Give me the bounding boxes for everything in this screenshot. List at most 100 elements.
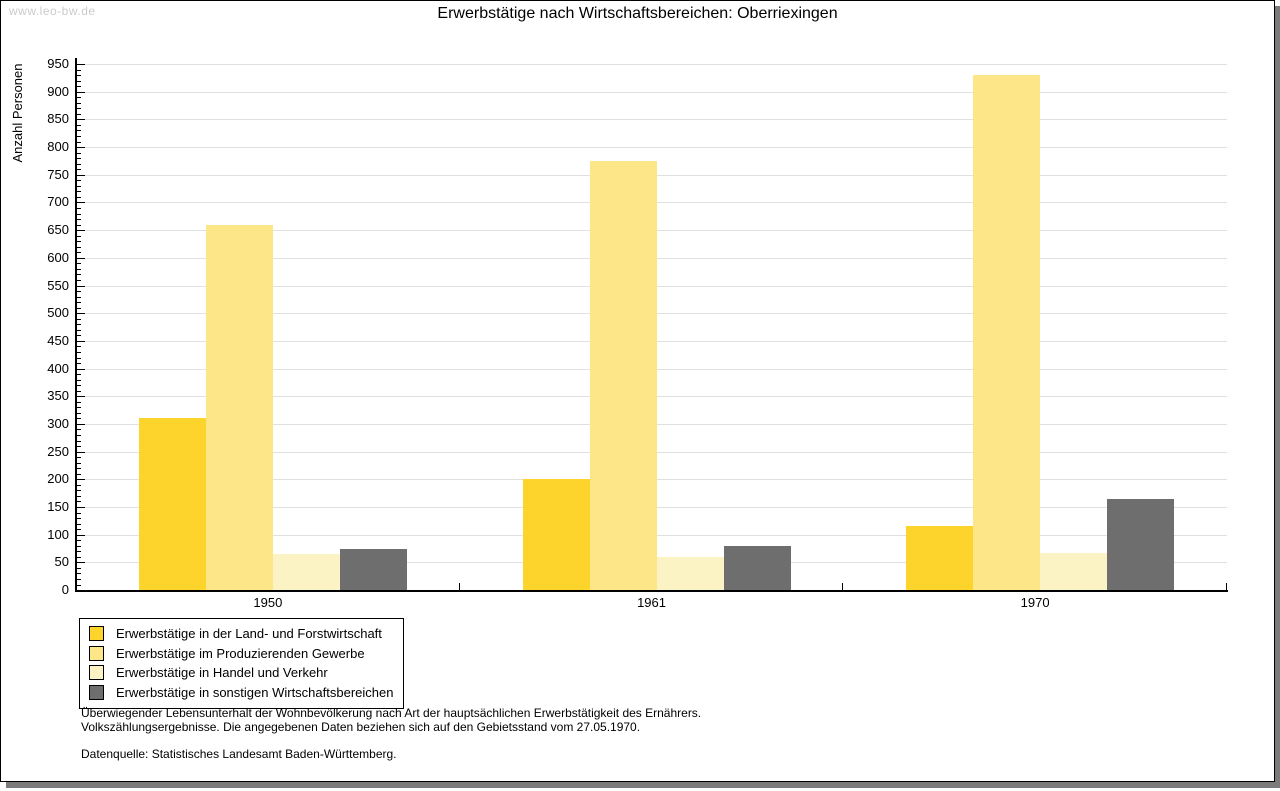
y-major-tick-900 — [77, 91, 85, 93]
y-major-tick-750 — [77, 174, 85, 176]
y-minor-tick — [77, 346, 81, 348]
y-minor-tick — [77, 412, 81, 414]
footnote-source: Datenquelle: Statistisches Landesamt Bad… — [81, 747, 397, 761]
bar-1950-series-2 — [206, 224, 273, 590]
y-tick-label-100: 100 — [47, 526, 69, 542]
x-tick-label-1961: 1961 — [637, 595, 666, 610]
y-minor-tick — [77, 208, 81, 209]
y-minor-tick — [77, 158, 81, 160]
bar-1970-series-3 — [1040, 552, 1108, 590]
y-minor-tick — [77, 185, 81, 187]
y-major-tick-400 — [77, 368, 85, 370]
y-tick-label-250: 250 — [47, 443, 69, 459]
gridline-900 — [77, 91, 1227, 93]
y-minor-tick — [77, 141, 81, 143]
y-minor-tick — [77, 512, 81, 514]
y-major-tick-500 — [77, 313, 85, 315]
y-major-tick-200 — [77, 479, 85, 481]
legend-label: Erwerbstätige in Handel und Verkehr — [116, 665, 328, 681]
bar-1950-series-4 — [340, 548, 407, 590]
footnote-line-2: Volkszählungsergebnisse. Die angegebenen… — [81, 719, 641, 734]
legend-label: Erwerbstätige in der Land- und Forstwirt… — [116, 626, 382, 642]
x-tick-label-1970: 1970 — [1020, 595, 1050, 610]
y-minor-tick — [77, 296, 81, 298]
legend-item-1: Erwerbstätige in der Land- und Forstwirt… — [89, 624, 393, 644]
y-tick-label-0: 0 — [61, 582, 69, 597]
y-minor-tick — [77, 374, 81, 376]
y-minor-tick — [77, 390, 81, 392]
y-minor-tick — [77, 97, 81, 99]
y-tick-label-300: 300 — [47, 415, 69, 431]
y-tick-label-600: 600 — [47, 249, 69, 265]
y-tick-label-200: 200 — [47, 471, 69, 487]
y-minor-tick — [77, 490, 81, 492]
y-minor-tick — [77, 573, 81, 575]
y-minor-tick — [77, 69, 81, 71]
y-tick-label-700: 700 — [47, 194, 69, 210]
y-minor-tick — [77, 252, 81, 254]
y-minor-tick — [77, 484, 81, 486]
bar-1970-series-2 — [973, 75, 1041, 590]
x-boundary-tick-1 — [458, 583, 460, 590]
bar-1961-series-3 — [656, 556, 724, 590]
y-minor-tick — [77, 468, 81, 470]
y-minor-tick — [77, 324, 81, 326]
x-tick-label-1950: 1950 — [253, 595, 283, 610]
y-minor-tick — [77, 351, 81, 353]
y-tick-label-450: 450 — [47, 332, 69, 348]
legend-swatch-icon — [89, 684, 104, 700]
y-minor-tick — [77, 113, 81, 115]
y-minor-tick — [77, 473, 81, 475]
legend-swatch-icon — [89, 645, 104, 661]
legend-label: Erwerbstätige in sonstigen Wirtschaftsbe… — [116, 684, 394, 700]
y-minor-tick — [77, 213, 81, 215]
y-minor-tick — [77, 191, 81, 193]
y-minor-tick — [77, 545, 81, 547]
y-minor-tick — [77, 108, 81, 110]
y-minor-tick — [77, 567, 81, 569]
y-minor-tick — [77, 363, 81, 364]
y-tick-label-850: 850 — [47, 111, 69, 127]
y-major-tick-850 — [77, 119, 85, 121]
legend-label: Erwerbstätige im Produzierenden Gewerbe — [116, 645, 365, 661]
y-major-tick-450 — [77, 340, 85, 342]
y-minor-tick — [77, 501, 81, 503]
y-tick-label-500: 500 — [47, 305, 69, 321]
y-minor-tick — [77, 318, 81, 320]
y-minor-tick — [77, 302, 81, 304]
legend-item-4: Erwerbstätige in sonstigen Wirtschaftsbe… — [89, 683, 393, 703]
y-tick-label-550: 550 — [47, 277, 69, 293]
y-minor-tick — [77, 357, 81, 359]
y-minor-tick — [77, 86, 81, 88]
y-minor-tick — [77, 529, 81, 531]
y-minor-tick — [77, 457, 81, 459]
y-minor-tick — [77, 518, 81, 519]
y-minor-tick — [77, 335, 81, 337]
footnote-line-1: Überwiegender Lebensunterhalt der Wohnbe… — [81, 706, 702, 720]
y-tick-label-900: 900 — [47, 83, 69, 99]
y-minor-tick — [77, 540, 81, 542]
y-tick-label-950: 950 — [47, 56, 69, 71]
y-major-tick-950 — [77, 64, 85, 65]
y-axis-line — [75, 58, 77, 592]
y-minor-tick — [77, 446, 81, 447]
y-minor-tick — [77, 418, 81, 420]
legend-item-2: Erwerbstätige im Produzierenden Gewerbe — [89, 644, 393, 664]
y-axis-label: Anzahl Personen — [10, 63, 25, 163]
x-axis-line — [75, 590, 1228, 592]
bar-1961-series-1 — [522, 479, 590, 590]
y-tick-label-150: 150 — [47, 498, 69, 514]
y-minor-tick — [77, 102, 81, 104]
x-boundary-tick-2 — [842, 583, 844, 590]
y-tick-label-750: 750 — [47, 166, 69, 182]
y-major-tick-150 — [77, 506, 85, 508]
y-tick-label-50: 50 — [54, 554, 69, 570]
y-minor-tick — [77, 379, 81, 381]
bar-1970-series-1 — [906, 526, 974, 590]
y-minor-tick — [77, 495, 81, 497]
y-minor-tick — [77, 279, 81, 281]
y-minor-tick — [77, 80, 81, 82]
y-minor-tick — [77, 124, 81, 126]
y-major-tick-250 — [77, 451, 85, 453]
y-minor-tick — [77, 291, 81, 292]
